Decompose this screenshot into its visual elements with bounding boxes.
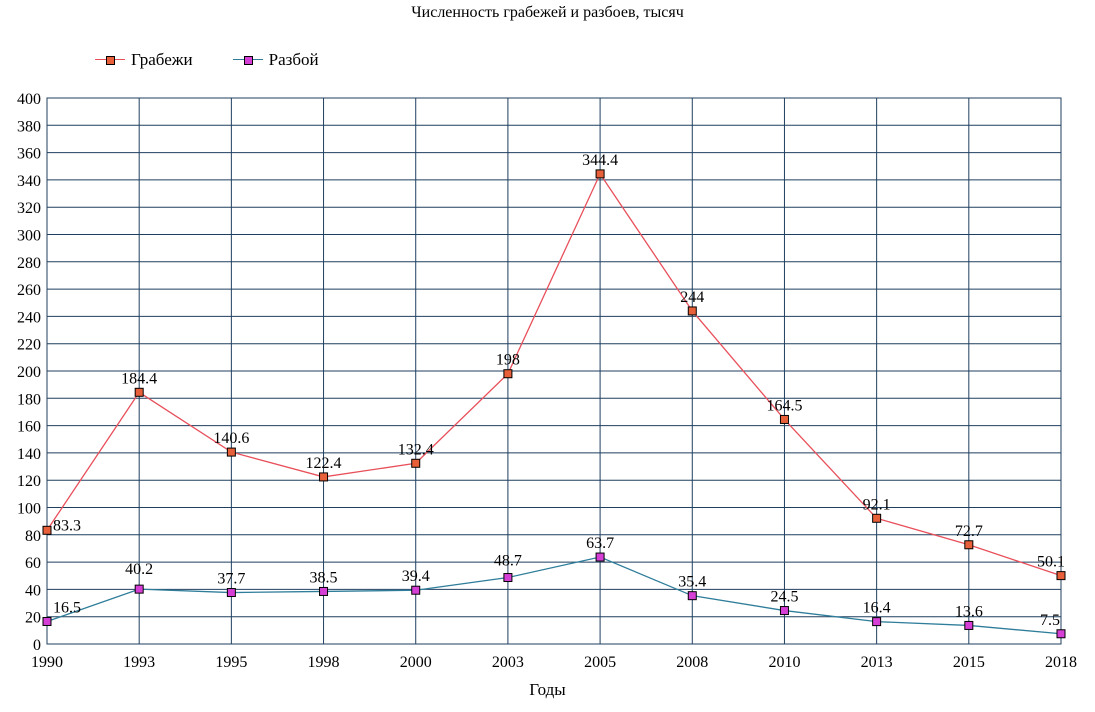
data-point-1 bbox=[134, 584, 144, 594]
data-label-0: 140.6 bbox=[213, 430, 249, 447]
data-point-1 bbox=[1056, 629, 1066, 639]
y-tick-label: 40 bbox=[25, 582, 41, 599]
x-tick-label: 1990 bbox=[31, 654, 63, 671]
y-tick-label: 320 bbox=[17, 200, 41, 217]
data-label-0: 164.5 bbox=[766, 397, 802, 414]
y-tick-label: 220 bbox=[17, 337, 41, 354]
legend: Грабежи Разбой bbox=[95, 50, 319, 70]
y-tick-label: 80 bbox=[25, 528, 41, 545]
data-point-0 bbox=[42, 525, 52, 535]
data-label-0: 184.4 bbox=[121, 370, 157, 387]
data-label-1: 48.7 bbox=[494, 553, 522, 570]
data-point-0 bbox=[503, 369, 513, 379]
x-tick-label: 2013 bbox=[861, 654, 893, 671]
data-label-1: 63.7 bbox=[586, 535, 614, 552]
data-label-0: 122.4 bbox=[306, 455, 342, 472]
legend-swatch-assault bbox=[232, 53, 263, 67]
y-tick-label: 60 bbox=[25, 555, 41, 572]
legend-label-assault: Разбой bbox=[268, 50, 319, 69]
data-point-1 bbox=[779, 606, 789, 616]
legend-item-robbery: Грабежи bbox=[95, 50, 193, 70]
y-tick-label: 160 bbox=[17, 419, 41, 436]
data-point-1 bbox=[503, 573, 513, 583]
data-label-1: 37.7 bbox=[217, 571, 245, 588]
data-point-1 bbox=[595, 552, 605, 562]
chart-title: Численность грабежей и разбоев, тысяч bbox=[411, 4, 684, 21]
x-tick-label: 2010 bbox=[768, 654, 800, 671]
data-point-1 bbox=[687, 591, 697, 601]
y-tick-label: 140 bbox=[17, 446, 41, 463]
data-label-0: 92.1 bbox=[863, 496, 891, 513]
data-point-0 bbox=[595, 169, 605, 179]
x-tick-label: 1998 bbox=[308, 654, 340, 671]
data-point-1 bbox=[226, 588, 236, 598]
data-label-1: 16.5 bbox=[53, 599, 81, 616]
data-label-0: 244 bbox=[680, 289, 704, 306]
data-point-1 bbox=[411, 585, 421, 595]
data-label-1: 40.2 bbox=[125, 561, 153, 578]
x-tick-label: 2018 bbox=[1045, 654, 1077, 671]
data-label-1: 39.4 bbox=[402, 568, 430, 585]
data-point-0 bbox=[319, 472, 329, 482]
y-tick-label: 300 bbox=[17, 228, 41, 245]
data-label-0: 132.4 bbox=[398, 441, 434, 458]
y-tick-label: 20 bbox=[25, 610, 41, 627]
data-point-0 bbox=[872, 513, 882, 523]
data-point-0 bbox=[226, 447, 236, 457]
y-tick-label: 120 bbox=[17, 473, 41, 490]
y-tick-label: 340 bbox=[17, 173, 41, 190]
x-tick-label: 1993 bbox=[123, 654, 155, 671]
data-point-0 bbox=[1056, 571, 1066, 581]
y-tick-label: 260 bbox=[17, 282, 41, 299]
data-label-0: 344.4 bbox=[582, 152, 618, 169]
y-tick-label: 100 bbox=[17, 501, 41, 518]
x-tick-label: 2000 bbox=[400, 654, 432, 671]
x-tick-label: 2003 bbox=[492, 654, 524, 671]
x-tick-label: 2005 bbox=[584, 654, 616, 671]
data-label-0: 83.3 bbox=[53, 517, 81, 534]
data-point-0 bbox=[964, 540, 974, 550]
data-label-0: 50.1 bbox=[1037, 554, 1065, 571]
data-label-1: 35.4 bbox=[678, 574, 706, 591]
data-point-1 bbox=[964, 620, 974, 630]
series-line-0 bbox=[46, 172, 1062, 577]
x-tick-label: 2015 bbox=[953, 654, 985, 671]
y-tick-label: 280 bbox=[17, 255, 41, 272]
y-tick-label: 380 bbox=[17, 118, 41, 135]
x-tick-label: 2008 bbox=[676, 654, 708, 671]
data-label-1: 24.5 bbox=[770, 589, 798, 606]
y-tick-label: 180 bbox=[17, 391, 41, 408]
y-tick-label: 240 bbox=[17, 309, 41, 326]
y-tick-label: 400 bbox=[17, 91, 41, 108]
legend-swatch-robbery bbox=[95, 53, 125, 67]
x-axis-label: Годы bbox=[529, 680, 566, 699]
data-point-1 bbox=[872, 617, 882, 627]
series-line-1 bbox=[46, 556, 1062, 635]
data-label-0: 72.7 bbox=[955, 523, 983, 540]
data-label-1: 7.5 bbox=[1040, 612, 1060, 629]
legend-label-robbery: Грабежи bbox=[131, 50, 193, 69]
data-point-0 bbox=[779, 414, 789, 424]
legend-item-assault: Разбой bbox=[232, 50, 319, 70]
y-tick-label: 360 bbox=[17, 146, 41, 163]
data-point-0 bbox=[411, 458, 421, 468]
data-point-1 bbox=[319, 586, 329, 596]
data-point-0 bbox=[687, 306, 697, 316]
data-label-1: 16.4 bbox=[863, 600, 891, 617]
x-tick-label: 1995 bbox=[215, 654, 247, 671]
data-label-1: 38.5 bbox=[310, 569, 338, 586]
y-tick-label: 0 bbox=[33, 637, 41, 654]
data-label-1: 13.6 bbox=[955, 603, 983, 620]
data-point-1 bbox=[42, 616, 52, 626]
data-label-0: 198 bbox=[496, 352, 520, 369]
plot-area bbox=[46, 97, 1062, 645]
y-tick-label: 200 bbox=[17, 364, 41, 381]
data-point-0 bbox=[134, 387, 144, 397]
